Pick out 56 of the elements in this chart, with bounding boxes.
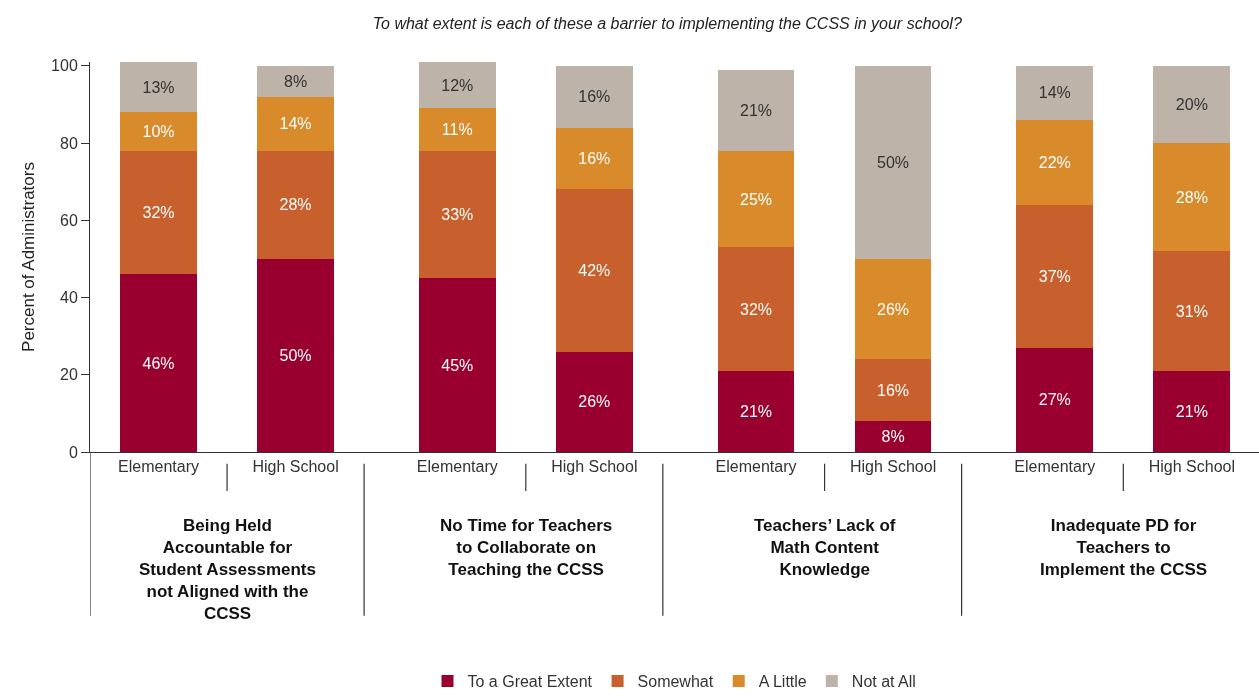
data-label: 25% [740, 190, 773, 208]
text: No Time for Teachers to Collaborate on Teaching the CCSS [440, 516, 613, 580]
y-tick-label: 0 [68, 443, 78, 461]
data-label: 16% [578, 150, 611, 168]
data-label: 37% [1038, 267, 1071, 285]
data-label: 46% [142, 354, 175, 372]
x-tick-label: High School [551, 458, 638, 476]
y-tick-label: 100 [51, 57, 78, 75]
data-label: 12% [441, 76, 474, 94]
x-tick-label: Elementary [416, 458, 498, 476]
data-label: 26% [578, 393, 611, 411]
data-label: 31% [1175, 302, 1208, 320]
data-label: 28% [279, 196, 312, 214]
x-tick-label: Elementary [118, 458, 199, 476]
data-label: 21% [1175, 402, 1208, 420]
data-label: 13% [142, 78, 175, 96]
legend-label: Somewhat [637, 673, 714, 691]
text: Inadequate PD for Teachers to Implement the CCSS [1040, 516, 1208, 580]
y-tick-label: 60 [60, 211, 78, 229]
y-tick-label: 40 [60, 289, 78, 307]
data-label: 21% [740, 402, 773, 420]
data-label: 10% [142, 123, 175, 141]
legend-label: A Little [758, 673, 807, 691]
data-label: 21% [740, 101, 773, 119]
x-tick-label: High School [1148, 458, 1235, 476]
data-label: 11% [441, 121, 473, 139]
data-label: 42% [578, 262, 611, 280]
y-axis-title: Percent of Administrators [18, 162, 38, 352]
data-label: 8% [881, 428, 905, 446]
data-label: 8% [284, 72, 308, 90]
data-label: 27% [1038, 391, 1071, 409]
data-label: 22% [1038, 153, 1071, 171]
data-label: 14% [279, 115, 312, 133]
data-label: 16% [877, 381, 910, 399]
data-label: 20% [1175, 95, 1208, 113]
legend-label: Not at All [851, 673, 916, 691]
y-tick-label: 80 [60, 134, 78, 152]
data-label: 26% [877, 300, 910, 318]
chart-title: To what extent is each of these a barrier to implementing the CCSS in your school? [372, 14, 962, 32]
legend-label: To a Great Extent [467, 673, 593, 691]
data-label: 50% [279, 346, 312, 364]
x-tick-label: High School [252, 458, 339, 476]
data-label: 16% [578, 88, 611, 106]
data-label: 50% [877, 153, 910, 171]
y-tick-label: 20 [60, 366, 78, 384]
x-tick-label: Elementary [1014, 458, 1096, 476]
x-tick-label: Elementary [715, 458, 797, 476]
data-label: 32% [142, 204, 175, 222]
text: Being Held Accountable for Student Assessments not Aligned with the CCSS [139, 516, 316, 624]
data-label: 14% [1038, 84, 1071, 102]
text: Teachers’ Lack of Math Content Knowledge [754, 516, 896, 580]
data-label: 33% [441, 206, 474, 224]
data-label: 28% [1175, 188, 1208, 206]
x-tick-label: High School [849, 458, 937, 476]
data-label: 45% [441, 356, 474, 374]
data-label: 32% [740, 300, 773, 318]
